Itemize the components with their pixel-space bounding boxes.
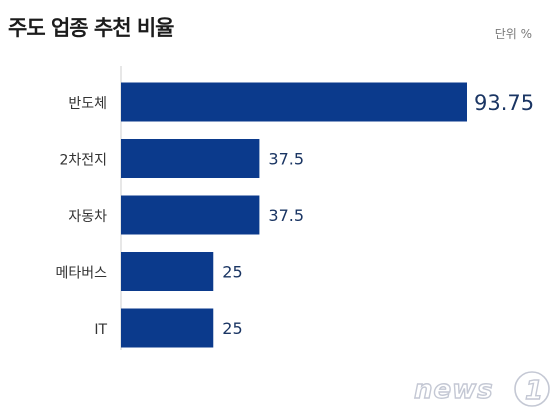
data-label: 37.5 — [268, 206, 304, 225]
news1-logo: news 1 — [413, 371, 550, 407]
bar — [121, 252, 214, 291]
category-label: IT — [94, 322, 107, 338]
svg-text:1: 1 — [525, 376, 543, 406]
category-label: 자동차 — [68, 209, 107, 225]
category-label: 반도체 — [68, 96, 107, 112]
bar — [121, 139, 260, 178]
unit-label: 단위 % — [494, 27, 532, 41]
bar — [121, 195, 260, 235]
data-label: 25 — [222, 263, 242, 282]
data-label: 37.5 — [268, 150, 304, 169]
category-label: 메타버스 — [55, 266, 107, 282]
category-label: 2차전지 — [59, 153, 107, 169]
bar — [121, 308, 214, 348]
bar — [121, 82, 467, 122]
svg-text:news: news — [414, 375, 494, 405]
chart-title: 주도 업종 추천 비율 — [8, 16, 174, 40]
data-label: 25 — [222, 319, 242, 338]
data-label: 93.75 — [474, 91, 534, 115]
